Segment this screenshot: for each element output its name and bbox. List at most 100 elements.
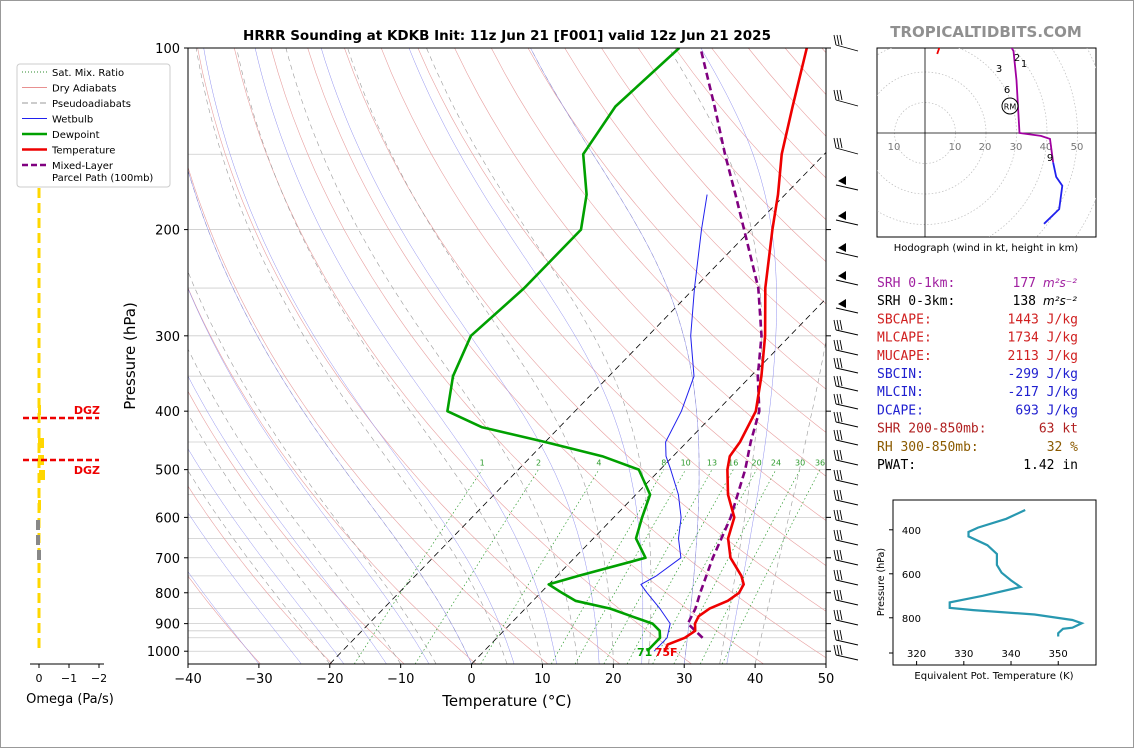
barb-feather (833, 449, 837, 461)
barb-feather (836, 529, 840, 541)
wind-barb (833, 34, 859, 52)
legend-label: Dewpoint (52, 130, 100, 141)
index-unit: m²s⁻² (1043, 294, 1077, 308)
index-label: SHR 200-850mb: (877, 422, 987, 437)
index-value: 1.42 in (1023, 458, 1078, 473)
barb-staff (835, 654, 859, 661)
hodograph-height-label: 1 (1021, 59, 1027, 70)
barb-feather (839, 411, 843, 423)
dry-adiabat (601, 48, 826, 305)
barb-feather (836, 375, 840, 387)
barb-feather (833, 569, 837, 581)
index-label: SRH 0-3km: (877, 294, 955, 309)
wind-barb (833, 339, 859, 356)
moist-guide (530, 48, 700, 664)
dry-adiabat (188, 166, 549, 664)
dry-adiabat (197, 48, 621, 664)
barb-feather (839, 489, 843, 501)
isotherm-line (329, 151, 826, 664)
barb-staff (835, 99, 859, 107)
y-tick-label: 1000 (147, 645, 180, 660)
moist-guide (188, 512, 302, 664)
barb-feather (833, 589, 837, 601)
hodograph-height-label: 2 (1014, 53, 1020, 64)
index-label: RH 300-850mb: (877, 440, 979, 455)
y-tick-label: 800 (155, 587, 180, 602)
surface-temperature-label: 75F (655, 646, 678, 659)
barb-feather (836, 644, 840, 656)
barb-staff (835, 219, 859, 226)
theta-e-y-tick-label: 800 (902, 614, 921, 625)
barb-feather (836, 469, 840, 481)
index-label: SRH 0-1km: (877, 276, 955, 291)
skewt-axes: −40 −30 −20 −10 0 10 20 30 40 50 100 200 300 400 500 60… (147, 42, 834, 687)
barb-feather (836, 489, 840, 501)
mixing-ratio-line (699, 469, 801, 664)
wind-barb (833, 393, 859, 410)
pseudoadiabat (188, 270, 437, 664)
parameter-table: SRH 0-1km: 177 m²s⁻² SRH 0-3km: 138 m²s⁻² SBCA… (877, 276, 1078, 473)
barb-staff (835, 599, 859, 606)
mixing-ratio-label: 30 (795, 459, 805, 468)
barb-feather (833, 549, 837, 561)
barb-feather (836, 609, 840, 621)
mixing-ratio-line (574, 469, 687, 664)
barb-staff (835, 421, 859, 428)
hodograph-axis-label: 30 (1010, 142, 1023, 153)
pseudoadiabat (668, 48, 763, 664)
mixing-ratio-line (480, 469, 600, 664)
omega-bar (38, 438, 44, 448)
pseudoadiabat (426, 48, 652, 664)
barb-feather (839, 609, 843, 621)
wind-barb (833, 469, 859, 486)
index-value: -299 J/kg (1008, 367, 1078, 382)
barb-feather (839, 375, 843, 387)
dry-adiabat (188, 390, 405, 664)
dry-adiabat (491, 48, 826, 433)
mixing-ratio-line (626, 469, 734, 664)
theta-e-x-tick-label: 320 (907, 649, 926, 660)
index-value: 138 (1013, 294, 1036, 309)
barb-feather (839, 319, 843, 331)
y-tick-label: 900 (155, 618, 180, 633)
wind-barb (833, 589, 859, 606)
wind-barb (835, 271, 859, 286)
barb-staff (835, 619, 859, 626)
barb-feather (836, 589, 840, 601)
omega-tick-label: −2 (91, 672, 107, 685)
mixing-ratio-line (550, 469, 665, 664)
barb-feather (833, 319, 837, 331)
omega-xlabel: Omega (Pa/s) (26, 692, 114, 707)
barb-feather (836, 449, 840, 461)
legend-label: Dry Adiabats (52, 84, 116, 95)
legend: Sat. Mix. Ratio Dry Adiabats Pseudoadiabat… (16, 63, 171, 188)
wind-barb (833, 449, 859, 466)
hodograph-axis-label: 40 (1040, 142, 1053, 153)
theta-e-x-tick-label: 340 (1001, 649, 1020, 660)
wind-barb (833, 411, 859, 428)
pseudoadiabat (188, 470, 331, 664)
barb-pennant (838, 211, 846, 220)
x-tick-label: −40 (174, 672, 201, 687)
hodograph-height-label: 9 (1047, 153, 1053, 164)
barb-feather (833, 509, 837, 521)
barb-feather (833, 137, 837, 149)
barb-feather (839, 549, 843, 561)
barb-staff (835, 385, 859, 392)
theta-e-x-tick-label: 350 (1049, 649, 1068, 660)
mixing-ratio-label: 4 (596, 459, 601, 468)
hodograph-axis-label: 50 (1071, 142, 1084, 153)
x-tick-label: −20 (316, 672, 343, 687)
mixing-ratio-label: 10 (681, 459, 691, 468)
y-tick-label: 500 (155, 464, 180, 479)
mixing-ratio-label: 13 (707, 459, 717, 468)
mixing-ratio-line (354, 469, 483, 664)
moist-guide (254, 48, 557, 664)
barb-staff (835, 184, 859, 191)
wind-barb (833, 429, 859, 446)
x-tick-label: 50 (818, 672, 835, 687)
mixing-ratio-label: 24 (771, 459, 781, 468)
mixing-ratio-label: 20 (751, 459, 761, 468)
omega-bar (38, 500, 41, 510)
wind-barb (835, 211, 859, 226)
